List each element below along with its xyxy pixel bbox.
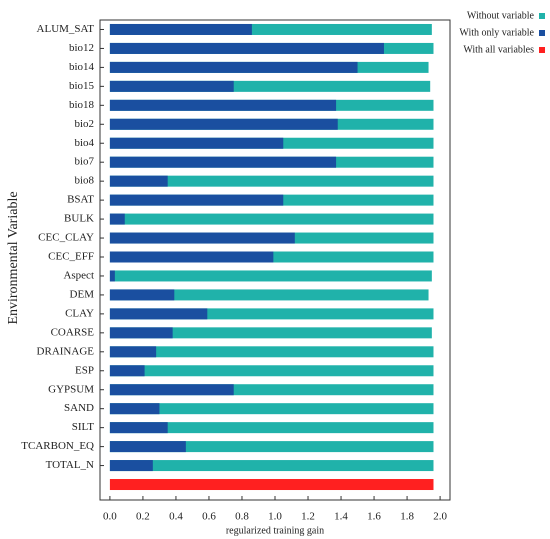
y-tick-label: bio14 xyxy=(69,61,95,73)
x-tick-label: 0.4 xyxy=(169,511,183,523)
bar xyxy=(109,308,208,320)
y-tick-label: bio15 xyxy=(69,80,95,92)
y-tick-label: ESP xyxy=(75,364,94,376)
x-tick-label: 1.8 xyxy=(400,511,414,523)
bar xyxy=(109,384,434,396)
bar xyxy=(109,251,274,263)
legend-label: Without variable xyxy=(467,10,535,21)
y-tick-label: SAND xyxy=(64,402,94,414)
bar xyxy=(109,308,434,320)
y-tick-label: Aspect xyxy=(63,269,94,281)
y-tick-label: bio2 xyxy=(74,118,94,130)
bar xyxy=(109,80,431,92)
bar xyxy=(109,441,434,453)
legend-swatch xyxy=(539,30,545,36)
bar xyxy=(109,460,434,472)
bar xyxy=(109,289,429,301)
bar xyxy=(109,441,186,453)
bar xyxy=(109,365,145,377)
bar xyxy=(109,365,434,377)
x-tick-label: 2.0 xyxy=(433,511,447,523)
y-tick-label: TCARBON_EQ xyxy=(21,440,94,452)
y-tick-label: BSAT xyxy=(67,194,94,206)
bar xyxy=(109,327,432,339)
bar xyxy=(109,346,157,358)
y-tick-label: ALUM_SAT xyxy=(37,23,95,35)
bar xyxy=(109,232,295,244)
y-tick-label: DEM xyxy=(70,288,95,300)
bar xyxy=(109,270,115,282)
x-tick-label: 1.6 xyxy=(367,511,381,523)
legend-label: With all variables xyxy=(463,44,534,55)
bar xyxy=(109,270,432,282)
bar xyxy=(109,175,168,187)
x-tick-label: 1.4 xyxy=(334,511,348,523)
x-axis-label: regularized training gain xyxy=(226,525,324,536)
bar xyxy=(109,213,434,225)
y-tick-label: BULK xyxy=(64,213,94,225)
y-axis-label: Environmental Variable xyxy=(6,191,21,324)
bar xyxy=(109,42,384,54)
legend-label: With only variable xyxy=(459,27,534,38)
x-tick-label: 0.0 xyxy=(103,511,117,523)
y-tick-label: DRAINAGE xyxy=(37,345,95,357)
bar xyxy=(109,137,284,149)
y-tick-label: GYPSUM xyxy=(48,383,94,395)
bar xyxy=(109,23,252,35)
bar xyxy=(109,403,160,415)
y-tick-label: TOTAL_N xyxy=(46,459,94,471)
bar xyxy=(109,479,434,491)
bar xyxy=(109,289,175,301)
bar xyxy=(109,327,173,339)
x-tick-label: 1.0 xyxy=(268,511,282,523)
y-tick-label: bio4 xyxy=(74,137,94,149)
y-tick-label: CEC_EFF xyxy=(48,251,94,263)
y-tick-label: bio18 xyxy=(69,99,95,111)
bar xyxy=(109,118,338,130)
bar xyxy=(109,156,337,168)
x-tick-label: 0.6 xyxy=(202,511,216,523)
y-tick-label: SILT xyxy=(72,421,94,433)
bar xyxy=(109,23,432,35)
y-tick-label: CLAY xyxy=(65,307,94,319)
bar xyxy=(109,346,434,358)
bar xyxy=(109,80,234,92)
bar xyxy=(109,99,337,111)
bar xyxy=(109,422,168,434)
bar xyxy=(109,384,234,396)
y-tick-label: bio8 xyxy=(74,175,94,187)
x-tick-label: 1.2 xyxy=(301,511,315,523)
legend-swatch xyxy=(539,13,545,19)
y-tick-label: COARSE xyxy=(51,326,95,338)
bar xyxy=(109,460,153,472)
y-tick-label: bio12 xyxy=(69,42,94,54)
bar xyxy=(109,403,434,415)
bar xyxy=(109,61,358,73)
x-tick-label: 0.2 xyxy=(136,511,150,523)
bar xyxy=(109,422,434,434)
bar xyxy=(109,213,125,225)
x-tick-label: 0.8 xyxy=(235,511,249,523)
bar xyxy=(109,175,434,187)
y-tick-label: bio7 xyxy=(74,156,94,168)
bar xyxy=(109,194,284,206)
y-tick-label: CEC_CLAY xyxy=(38,232,94,244)
legend-swatch xyxy=(539,47,545,53)
